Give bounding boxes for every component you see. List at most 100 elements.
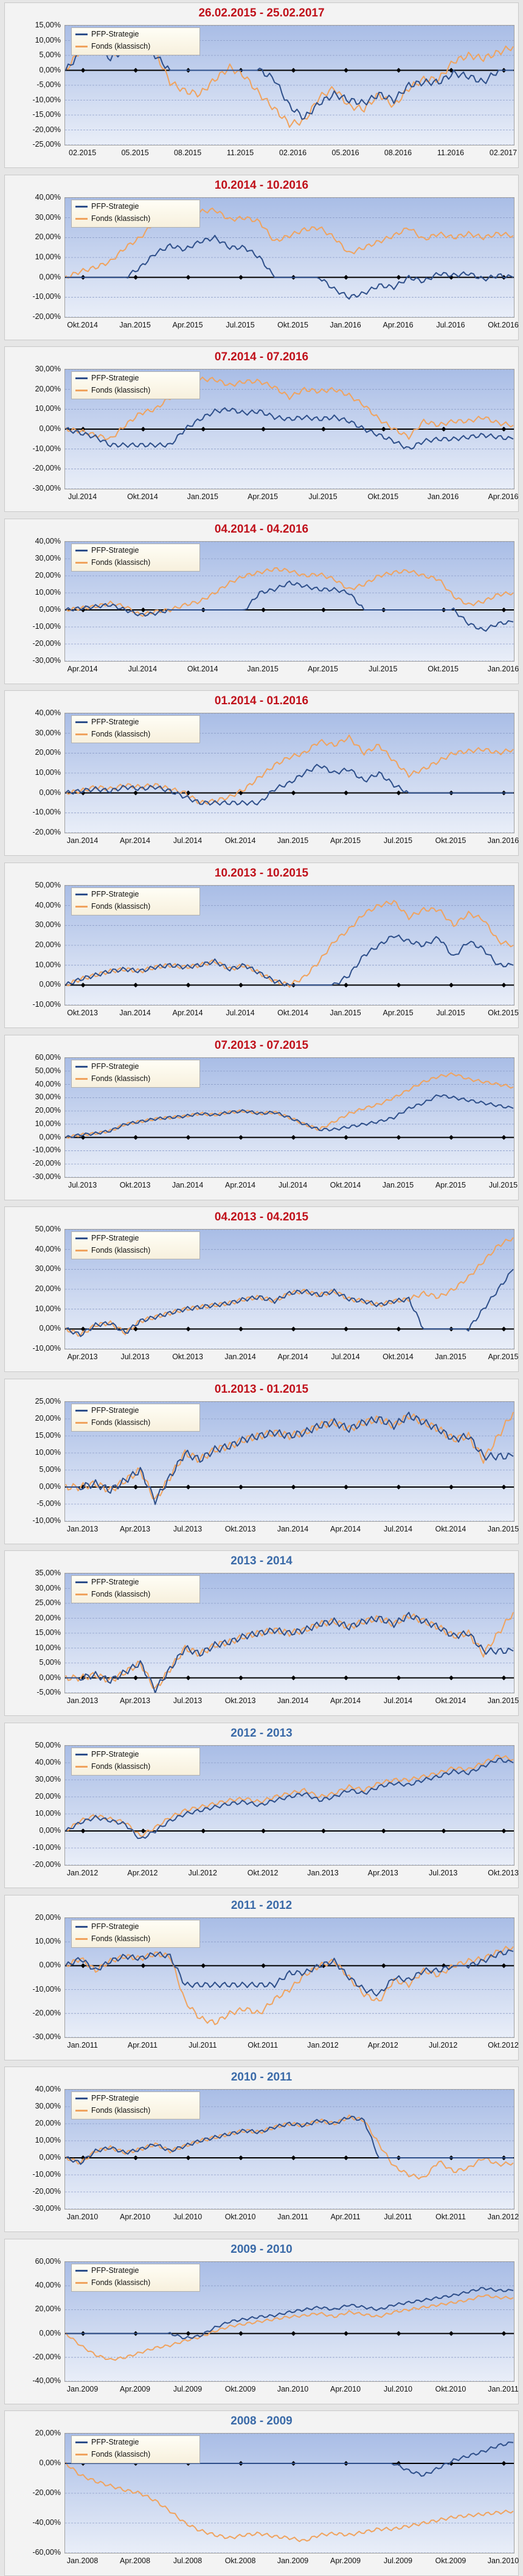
x-tick-label: Okt.2014 xyxy=(127,492,158,501)
zero-line-marker xyxy=(396,790,401,796)
chart-legend: PFP-Strategie Fonds (klassisch) xyxy=(71,887,200,915)
chart-svg xyxy=(65,2434,514,2553)
chart-title: 2011 - 2012 xyxy=(230,1899,293,1912)
zero-line-marker xyxy=(80,2155,86,2160)
legend-label: Fonds (klassisch) xyxy=(91,902,151,911)
y-tick-label: -20,00% xyxy=(32,639,61,648)
zero-line-marker xyxy=(133,1675,139,1681)
legend-label: PFP-Strategie xyxy=(91,546,139,555)
legend-item-pfp-strategie: PFP-Strategie xyxy=(75,1234,139,1245)
chart-title: 04.2013 - 04.2015 xyxy=(214,1211,309,1223)
x-tick-label: Jul.2014 xyxy=(226,1009,255,1017)
x-tick-label: Apr.2012 xyxy=(127,1869,158,1877)
legend-label: PFP-Strategie xyxy=(91,374,139,382)
zero-line-marker xyxy=(291,1326,296,1332)
x-tick-label: Okt.2012 xyxy=(488,2041,519,2049)
legend-item-pfp-strategie: PFP-Strategie xyxy=(75,1922,139,1933)
zero-line-marker xyxy=(238,790,244,796)
chart-title: 2009 - 2010 xyxy=(230,2243,293,2256)
zero-line-marker xyxy=(133,2155,139,2160)
y-tick-label: -20,00% xyxy=(32,464,61,473)
zero-line-marker xyxy=(261,1963,266,1969)
x-tick-label: Apr.2011 xyxy=(127,2041,158,2049)
legend-label: PFP-Strategie xyxy=(91,2094,139,2102)
chart-legend: PFP-Strategie Fonds (klassisch) xyxy=(71,2435,200,2463)
x-tick-label: Jul.2014 xyxy=(68,492,97,501)
y-tick-label: 15,00% xyxy=(35,21,61,29)
chart-title: 07.2013 - 07.2015 xyxy=(214,1039,309,1052)
y-tick-label: -20,00% xyxy=(32,1860,61,1869)
zero-line-marker xyxy=(449,2461,454,2466)
plot-area: PFP-Strategie Fonds (klassisch) xyxy=(64,2089,514,2210)
zero-line-marker xyxy=(185,1485,191,1489)
legend-label: PFP-Strategie xyxy=(91,2266,139,2275)
x-tick-label: Jul.2011 xyxy=(384,2213,412,2221)
legend-item-fonds-klassisch: Fonds (klassisch) xyxy=(75,1934,150,1945)
zero-line-marker xyxy=(140,427,146,432)
zero-line-marker xyxy=(396,275,401,280)
x-tick-label: Jan.2015 xyxy=(487,1525,519,1533)
y-tick-label: 20,00% xyxy=(35,571,61,579)
legend-swatch xyxy=(75,1422,88,1424)
x-tick-label: Jan.2009 xyxy=(66,2385,99,2393)
x-tick-label: Jul.2009 xyxy=(383,2557,413,2565)
zero-line-marker xyxy=(381,1829,386,1833)
legend-label: Fonds (klassisch) xyxy=(91,1418,151,1427)
x-tick-label: Okt.2015 xyxy=(435,836,466,845)
x-tick-label: Okt.2014 xyxy=(187,665,218,673)
x-tick-label: Jan.2012 xyxy=(487,2213,519,2221)
x-tick-label: Okt.2015 xyxy=(367,492,399,501)
y-tick-label: 30,00% xyxy=(35,212,61,222)
legend-label: PFP-Strategie xyxy=(91,1922,139,1931)
series-line-fonds-klassisch xyxy=(65,2114,514,2180)
y-tick-label: 0,00% xyxy=(39,272,61,281)
x-tick-label: Jan.2014 xyxy=(119,1009,151,1017)
zero-line-marker xyxy=(133,790,139,796)
legend-item-fonds-klassisch: Fonds (klassisch) xyxy=(75,1074,150,1085)
legend-item-fonds-klassisch: Fonds (klassisch) xyxy=(75,1418,150,1429)
legend-item-pfp-strategie: PFP-Strategie xyxy=(75,374,139,385)
x-tick-label: 02.2016 xyxy=(279,149,307,157)
legend-item-fonds-klassisch: Fonds (klassisch) xyxy=(75,1590,150,1601)
y-tick-label: 20,00% xyxy=(35,1414,61,1423)
x-tick-label: Apr.2014 xyxy=(330,1696,361,1705)
x-tick-label: Jan.2016 xyxy=(487,836,519,845)
y-tick-label: -10,00% xyxy=(32,95,61,104)
chart-legend: PFP-Strategie Fonds (klassisch) xyxy=(71,371,200,399)
legend-item-pfp-strategie: PFP-Strategie xyxy=(75,718,139,729)
y-tick-label: 40,00% xyxy=(35,900,61,909)
zero-line-marker xyxy=(449,1675,454,1681)
zero-line-marker xyxy=(449,982,454,988)
y-tick-label: -25,00% xyxy=(32,140,61,149)
x-tick-label: Jan.2014 xyxy=(224,1353,256,1361)
plot-area: PFP-Strategie Fonds (klassisch) xyxy=(64,369,514,489)
x-tick-label: Okt.2013 xyxy=(172,1353,203,1361)
y-tick-label: 0,00% xyxy=(39,788,61,797)
plot-area: PFP-Strategie Fonds (klassisch) xyxy=(64,713,514,833)
x-tick-label: Jan.2009 xyxy=(277,2557,309,2565)
legend-swatch xyxy=(75,562,88,564)
legend-item-fonds-klassisch: Fonds (klassisch) xyxy=(75,2106,150,2117)
x-tick-label: Jan.2014 xyxy=(66,836,99,845)
x-tick-label: Apr.2013 xyxy=(120,1525,151,1533)
zero-line-marker xyxy=(381,427,386,432)
x-tick-label: Okt.2014 xyxy=(383,1353,414,1361)
x-tick-label: Jan.2013 xyxy=(66,1696,99,1705)
x-tick-label: Jan.2011 xyxy=(488,2385,519,2393)
zero-line-marker xyxy=(501,1485,507,1489)
legend-item-fonds-klassisch: Fonds (klassisch) xyxy=(75,1762,150,1773)
x-tick-label: 02.2017 xyxy=(489,149,518,157)
x-tick-label: Okt.2013 xyxy=(224,1525,256,1533)
y-tick-label: -30,00% xyxy=(32,2032,61,2041)
series-line-fonds-klassisch xyxy=(65,734,514,805)
x-tick-label: Okt.2016 xyxy=(488,321,519,329)
y-tick-label: 30,00% xyxy=(35,554,61,562)
zero-line-marker xyxy=(291,1135,296,1140)
y-tick-label: 0,00% xyxy=(39,1482,61,1491)
y-tick-label: -10,00% xyxy=(32,808,61,817)
zero-line-marker xyxy=(501,427,507,432)
x-tick-label: Okt.2012 xyxy=(247,1869,279,1877)
x-tick-label: 08.2015 xyxy=(173,149,202,157)
chart-panel: 01.2013 - 01.2015 25,00% 20,00% 15,00% 10,00… xyxy=(4,1379,519,1544)
legend-swatch xyxy=(75,550,88,552)
